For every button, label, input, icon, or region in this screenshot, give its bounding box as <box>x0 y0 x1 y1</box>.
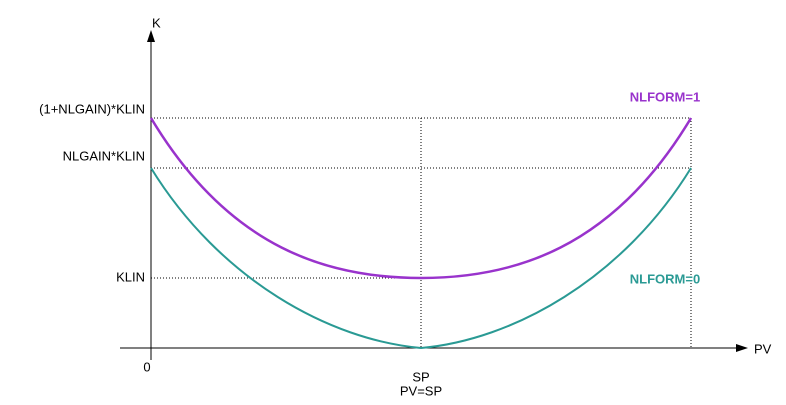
y-label: NLGAIN*KLIN <box>63 148 145 163</box>
y-arrow <box>147 30 155 42</box>
curve-label: NLFORM=0 <box>630 271 700 286</box>
y-axis-label: K <box>152 15 161 30</box>
origin-label: 0 <box>143 359 150 374</box>
x-arrow <box>736 344 748 352</box>
x-label: SP <box>412 369 429 384</box>
y-label: (1+NLGAIN)*KLIN <box>39 101 145 116</box>
y-label: KLIN <box>116 269 145 284</box>
x-label: PV=SP <box>400 383 442 398</box>
x-axis-label: PV <box>754 341 772 356</box>
curve <box>149 117 693 280</box>
curve <box>150 167 692 350</box>
curve-label: NLFORM=1 <box>630 89 700 104</box>
